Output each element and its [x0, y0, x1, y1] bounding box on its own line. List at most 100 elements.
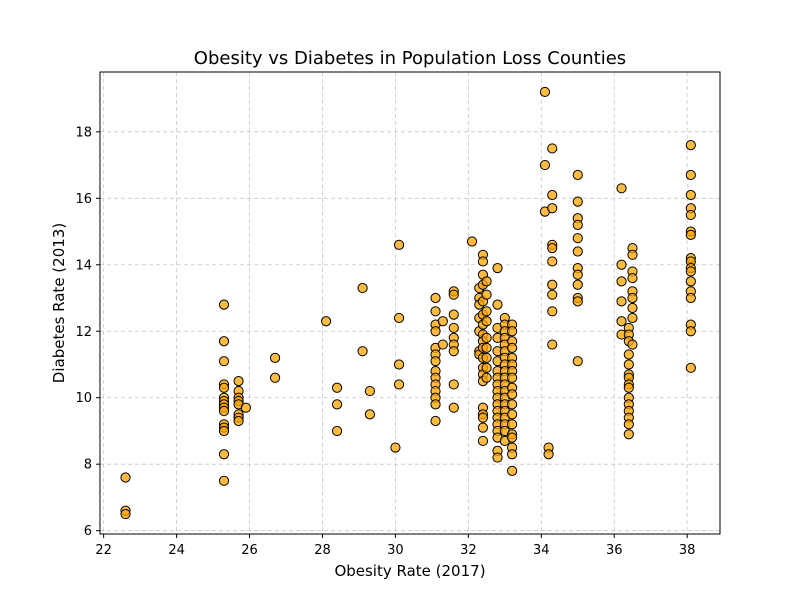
data-point: [357, 346, 368, 357]
data-point: [430, 399, 441, 410]
data-point: [448, 379, 459, 390]
data-point: [547, 289, 558, 300]
data-point: [466, 236, 478, 247]
data-point: [448, 309, 459, 320]
data-point: [547, 306, 558, 317]
data-point: [627, 312, 638, 324]
data-point: [572, 196, 583, 207]
data-point: [331, 382, 343, 393]
data-point: [539, 159, 551, 171]
data-point: [616, 183, 627, 194]
data-point: [623, 429, 634, 440]
data-point: [507, 449, 518, 460]
data-point: [477, 412, 489, 423]
data-point: [627, 292, 638, 304]
x-tick-label: 36: [606, 543, 623, 558]
data-point: [616, 316, 627, 327]
data-point: [218, 356, 230, 367]
x-tick-label: 32: [460, 543, 477, 558]
x-tick-label: 26: [241, 543, 258, 558]
data-point: [357, 282, 368, 294]
data-point: [572, 219, 583, 230]
x-tick-label: 28: [314, 543, 331, 558]
data-point: [120, 472, 131, 483]
data-point: [481, 276, 492, 287]
y-tick-label: 18: [75, 125, 92, 140]
data-point: [547, 339, 558, 350]
data-point: [481, 316, 492, 327]
data-point: [547, 279, 558, 290]
data-points: [120, 86, 696, 520]
x-tick-label: 38: [679, 543, 696, 558]
data-point: [393, 239, 405, 250]
data-point: [393, 359, 405, 370]
data-point: [539, 86, 551, 98]
data-point: [507, 432, 518, 443]
data-point: [492, 299, 503, 310]
data-point: [507, 389, 518, 400]
grid-lines: [100, 72, 720, 534]
y-tick-label: 8: [84, 458, 92, 473]
data-point: [233, 376, 244, 387]
data-point: [616, 296, 627, 307]
data-point: [572, 233, 583, 244]
data-point: [430, 415, 441, 427]
axis-ticks: 22 24 26 28 30 32 34 36 38 6 8 10 12 14 16 18: [75, 125, 695, 558]
data-point: [547, 143, 558, 154]
data-point: [547, 189, 558, 201]
data-point: [218, 449, 230, 460]
data-point: [685, 292, 696, 304]
data-point: [627, 249, 638, 260]
data-point: [218, 299, 230, 310]
y-tick-label: 16: [75, 192, 92, 207]
data-point: [492, 452, 503, 463]
x-tick-label: 30: [387, 543, 404, 558]
data-point: [430, 306, 441, 317]
data-point: [364, 409, 375, 420]
chart-title: Obesity vs Diabetes in Population Loss C…: [194, 48, 626, 69]
y-tick-label: 14: [75, 258, 92, 273]
data-point: [481, 362, 492, 373]
data-point: [481, 342, 492, 353]
data-point: [218, 475, 230, 486]
x-tick-label: 24: [168, 543, 185, 558]
data-point: [331, 399, 343, 410]
data-point: [685, 189, 696, 201]
data-point: [623, 349, 634, 360]
data-point: [481, 372, 492, 383]
data-point: [448, 346, 459, 357]
data-point: [616, 276, 627, 287]
data-point: [543, 449, 554, 460]
data-point: [430, 292, 441, 304]
data-point: [481, 352, 492, 363]
data-point: [685, 229, 696, 240]
data-point: [430, 326, 441, 337]
data-point: [685, 276, 696, 287]
data-point: [393, 379, 405, 390]
data-point: [507, 372, 518, 383]
data-point: [507, 399, 518, 410]
data-point: [507, 419, 518, 430]
data-point: [218, 336, 230, 347]
data-point: [437, 339, 448, 350]
data-point: [393, 312, 405, 324]
data-point: [685, 209, 696, 221]
data-point: [572, 169, 583, 181]
data-point: [233, 415, 244, 427]
data-point: [685, 266, 696, 277]
data-point: [572, 296, 583, 307]
data-point: [477, 435, 489, 447]
data-point: [448, 402, 459, 413]
data-point: [685, 169, 696, 181]
data-point: [269, 352, 281, 363]
data-point: [430, 356, 441, 367]
data-point: [572, 279, 583, 290]
data-point: [481, 289, 492, 300]
data-point: [390, 442, 401, 453]
y-axis-label: Diabetes Rate (2013): [50, 223, 68, 383]
data-point: [437, 316, 448, 327]
data-point: [481, 332, 492, 343]
data-point: [240, 402, 251, 413]
data-point: [448, 289, 459, 300]
